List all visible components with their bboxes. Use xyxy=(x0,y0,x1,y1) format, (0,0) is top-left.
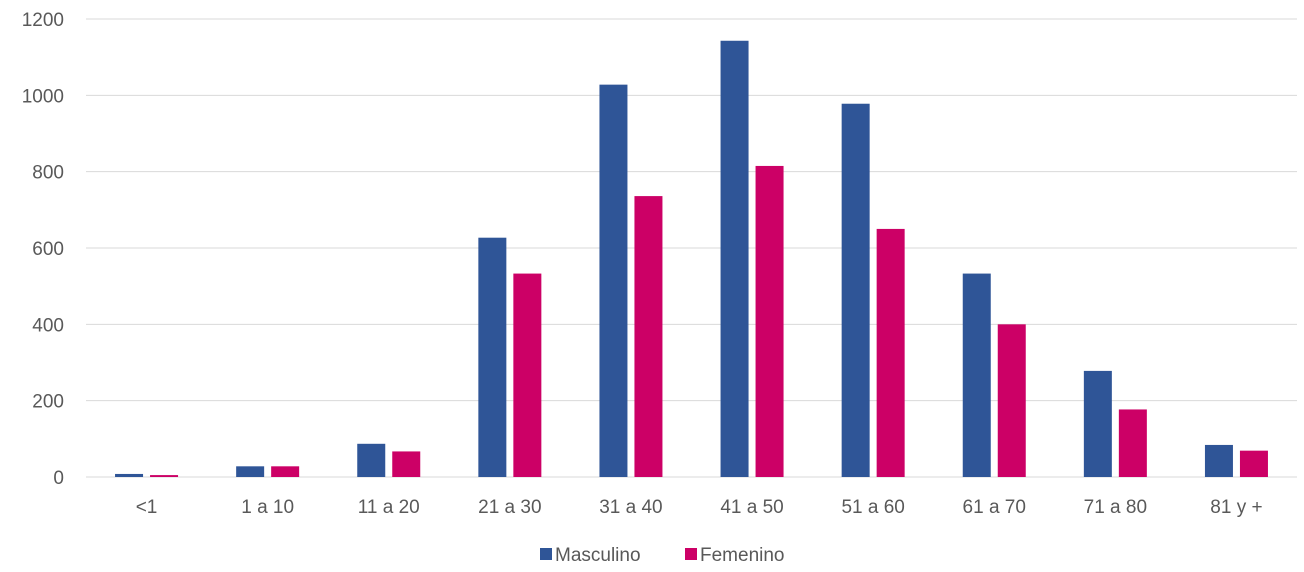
bar-masculino xyxy=(841,103,870,477)
bar-masculino xyxy=(236,466,265,477)
legend-label: Femenino xyxy=(700,545,785,566)
bar-femenino xyxy=(392,451,421,477)
y-tick-label: 400 xyxy=(32,315,64,336)
x-tick-label: 21 a 30 xyxy=(478,497,541,518)
bar-masculino xyxy=(720,40,749,477)
x-tick-label: 11 a 20 xyxy=(358,497,420,518)
y-tick-label: 0 xyxy=(53,468,64,489)
bars xyxy=(115,40,1268,478)
bar-masculino xyxy=(1083,370,1112,477)
x-tick-label: 41 a 50 xyxy=(720,497,783,518)
bar-femenino xyxy=(997,324,1026,477)
bar-femenino xyxy=(271,466,300,477)
x-tick-label: 31 a 40 xyxy=(599,497,662,518)
legend-swatch xyxy=(685,548,697,560)
x-tick-label: 81 y + xyxy=(1210,497,1262,518)
bar-femenino xyxy=(755,165,784,478)
x-axis-ticks: <1 1 a 10 11 a 20 21 a 30 31 a 40 41 a 50 51 a… xyxy=(136,497,1263,518)
x-tick-label: 51 a 60 xyxy=(841,497,904,518)
gridlines xyxy=(86,18,1297,478)
bar-femenino xyxy=(634,196,663,478)
y-tick-label: 1200 xyxy=(22,10,64,31)
y-axis-ticks: 0 200 400 600 800 1000 1200 xyxy=(22,10,64,489)
bar-femenino xyxy=(876,228,905,477)
y-tick-label: 800 xyxy=(32,163,64,184)
bar-femenino xyxy=(1239,450,1268,477)
bar-masculino xyxy=(599,84,628,477)
legend-label: Masculino xyxy=(555,545,641,566)
bar-masculino xyxy=(115,473,144,477)
x-tick-label: 71 a 80 xyxy=(1084,497,1147,518)
bar-masculino xyxy=(478,237,507,477)
y-tick-label: 1000 xyxy=(22,86,64,107)
bar-masculino xyxy=(1204,444,1233,477)
bar-femenino xyxy=(150,475,179,477)
y-tick-label: 600 xyxy=(32,239,64,260)
x-tick-label: <1 xyxy=(136,497,158,518)
bar-masculino xyxy=(357,443,386,477)
legend: Masculino Femenino xyxy=(540,545,785,566)
bar-femenino xyxy=(1118,409,1147,477)
x-tick-label: 61 a 70 xyxy=(963,497,1026,518)
y-tick-label: 200 xyxy=(32,392,64,413)
bar-masculino xyxy=(962,273,991,477)
x-tick-label: 1 a 10 xyxy=(241,497,294,518)
legend-swatch xyxy=(540,548,552,560)
bar-femenino xyxy=(513,273,542,477)
